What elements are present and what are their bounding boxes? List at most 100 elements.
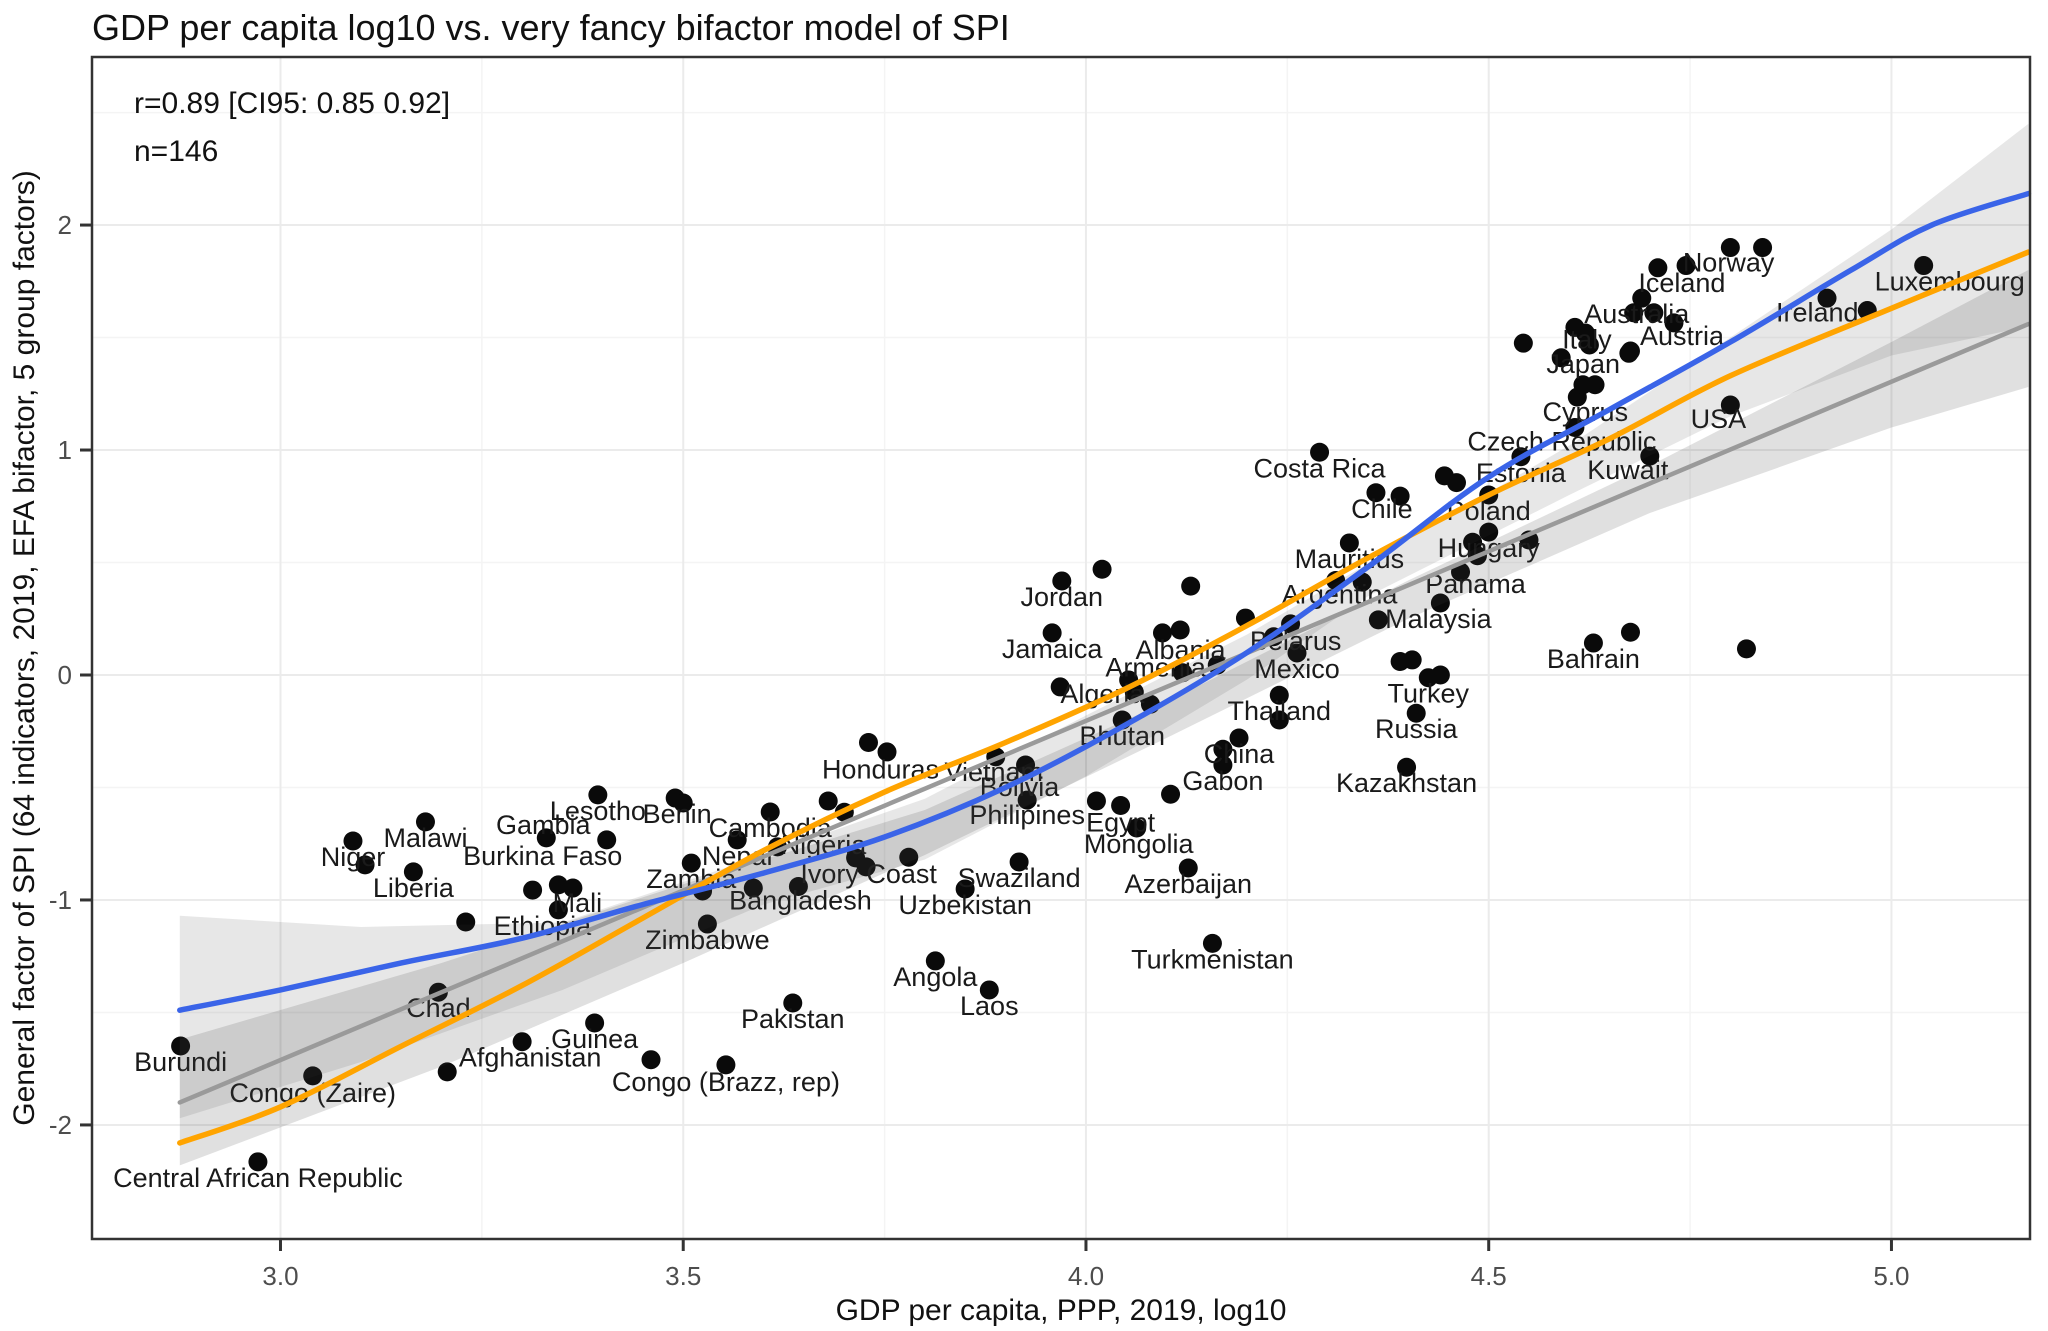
point-label: Zimbabwe	[645, 925, 770, 955]
point-label: Congo (Brazz, rep)	[612, 1067, 840, 1097]
data-point	[760, 802, 780, 822]
point-label: Chile	[1351, 494, 1413, 524]
point-label: Bangladesh	[729, 885, 872, 915]
data-point	[548, 900, 568, 920]
data-point	[1310, 442, 1330, 462]
data-point	[523, 880, 543, 900]
data-point	[1551, 348, 1571, 368]
data-point	[1269, 710, 1289, 730]
point-label: Russia	[1375, 714, 1459, 744]
point-label: Honduras	[822, 754, 939, 784]
point-label: Benin	[643, 799, 712, 829]
point-label: Italy	[1562, 324, 1612, 354]
data-point	[1632, 288, 1652, 308]
point-label: Kazakhstan	[1336, 768, 1477, 798]
point-label: Austria	[1640, 321, 1725, 351]
data-point	[303, 1066, 323, 1086]
point-label: Australia	[1584, 299, 1690, 329]
data-point	[171, 1036, 191, 1056]
data-point	[1648, 258, 1668, 278]
data-point	[437, 1062, 457, 1082]
point-label: Philipines	[969, 800, 1085, 830]
data-point	[1664, 313, 1684, 333]
data-point	[1479, 522, 1499, 542]
point-label: Costa Rica	[1254, 453, 1387, 483]
axis-ticks: 3.0 3.5 4.0 4.5 5.0 -2 -1 0 1 2	[49, 210, 1910, 1291]
point-label: Mali	[553, 888, 603, 918]
point-label: Gabon	[1182, 766, 1263, 796]
data-point	[343, 831, 363, 851]
data-point	[1736, 639, 1756, 659]
point-label: Niger	[321, 842, 386, 872]
point-label: Uzbekistan	[898, 890, 1032, 920]
point-label: Norway	[1683, 248, 1775, 278]
point-label: Central African Republic	[113, 1163, 403, 1193]
point-label: Bolivia	[980, 772, 1061, 802]
data-point	[512, 1032, 532, 1052]
data-point	[1127, 818, 1147, 838]
data-point	[1914, 256, 1934, 276]
point-label: Malawi	[383, 823, 467, 853]
data-point	[1817, 288, 1837, 308]
data-point	[716, 1055, 736, 1075]
data-point	[248, 1152, 268, 1172]
data-point	[1640, 446, 1660, 466]
data-point	[1624, 303, 1644, 323]
data-point	[1619, 343, 1639, 363]
data-point	[1368, 610, 1388, 630]
data-point	[979, 980, 999, 1000]
data-point	[1579, 335, 1599, 355]
data-point	[548, 875, 568, 895]
data-point	[1161, 784, 1181, 804]
linear-fit-gray-line	[177, 321, 2031, 1105]
data-point	[1052, 571, 1072, 591]
data-point	[1720, 238, 1740, 258]
data-point	[1513, 333, 1533, 353]
data-point	[673, 793, 693, 813]
data-point	[1213, 739, 1233, 759]
x-tick-label: 4.5	[1471, 1261, 1507, 1291]
data-point	[536, 828, 556, 848]
x-tick-label: 3.0	[262, 1261, 298, 1291]
point-label: Iceland	[1638, 268, 1725, 298]
point-label: Liberia	[373, 873, 455, 903]
data-point	[856, 857, 876, 877]
data-point	[1086, 791, 1106, 811]
loess-blue-line	[177, 190, 2032, 1013]
data-point	[1366, 483, 1386, 503]
data-point	[1644, 303, 1664, 323]
point-label: Laos	[960, 991, 1019, 1021]
data-point	[1050, 677, 1070, 697]
data-point	[955, 879, 975, 899]
point-label: Afghanistan	[459, 1043, 602, 1073]
point-label: Malaysia	[1385, 604, 1493, 634]
x-tick-label: 3.5	[665, 1261, 701, 1291]
point-label: Ireland	[1776, 298, 1859, 328]
data-point	[1269, 685, 1289, 705]
point-label: Pakistan	[741, 1004, 845, 1034]
data-point	[563, 878, 583, 898]
data-point	[1170, 620, 1190, 640]
data-point	[1111, 795, 1131, 815]
data-point	[588, 785, 608, 805]
point-label: Guinea	[551, 1024, 639, 1054]
y-tick-label: -2	[49, 1110, 72, 1140]
point-label: Mexico	[1254, 654, 1340, 684]
data-point	[1152, 623, 1172, 643]
data-point	[415, 812, 435, 832]
point-label: China	[1204, 739, 1276, 769]
y-axis-title: General factor of SPI (64 indicators, 20…	[8, 170, 41, 1126]
point-label: Swaziland	[958, 863, 1081, 893]
data-point	[858, 732, 878, 752]
point-label: Panama	[1425, 569, 1527, 599]
y-tick-label: 1	[58, 435, 72, 465]
data-point	[1418, 668, 1438, 688]
data-point	[1620, 622, 1640, 642]
data-point	[355, 855, 375, 875]
data-point	[818, 791, 838, 811]
point-label: Gambia	[496, 810, 592, 840]
correlation-annotation: r=0.89 [CI95: 0.85 0.92]	[134, 87, 450, 120]
